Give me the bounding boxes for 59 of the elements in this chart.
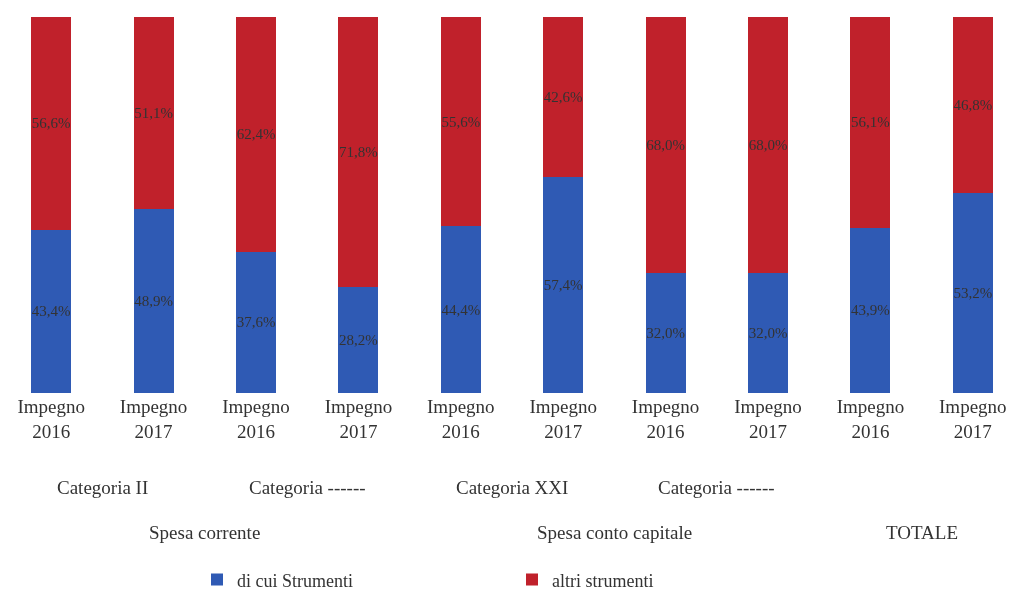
bar xyxy=(440,226,481,393)
text: Spesa corrente xyxy=(149,522,261,543)
data-label: 53,2% xyxy=(953,284,993,301)
bar xyxy=(543,177,584,393)
data-label: 71,8% xyxy=(339,143,378,160)
bar xyxy=(338,286,379,393)
x-tick-label: Impegno 2017 xyxy=(119,396,188,442)
bar xyxy=(31,229,72,393)
bar xyxy=(952,17,993,193)
data-label: 68,0% xyxy=(748,136,788,153)
bar xyxy=(440,17,481,227)
data-label: 44,4% xyxy=(441,301,481,318)
text: Categoria ------ xyxy=(249,477,366,498)
text: TOTALE xyxy=(886,522,959,543)
bar xyxy=(645,17,686,273)
data-label: 32,0% xyxy=(748,324,788,341)
x-tick-label: Impegno 2016 xyxy=(631,396,700,442)
data-label: 48,9% xyxy=(134,293,173,310)
bar xyxy=(748,272,788,393)
x-tick-label: Impegno 2016 xyxy=(17,396,85,442)
bar xyxy=(850,17,891,228)
bar xyxy=(645,272,686,393)
text: Categoria ------ xyxy=(658,477,775,498)
data-label: 51,1% xyxy=(134,105,173,122)
data-label: 56,1% xyxy=(851,114,890,131)
x-tick-label: Impegno 2016 xyxy=(427,396,495,442)
bar xyxy=(748,17,788,273)
x-tick-label: Impegno 2017 xyxy=(529,396,597,442)
text: Categoria XXI xyxy=(456,477,569,498)
data-label: 37,6% xyxy=(236,314,276,331)
bar xyxy=(952,192,993,393)
data-label: 46,8% xyxy=(953,96,993,113)
bar xyxy=(236,17,276,252)
x-tick-label: Impegno 2017 xyxy=(939,396,1007,442)
bar xyxy=(133,17,174,210)
x-tick-label: Impegno 2017 xyxy=(324,396,393,442)
bar xyxy=(236,251,276,393)
bar xyxy=(543,17,584,178)
text: Categoria II xyxy=(57,477,149,498)
data-label: 68,0% xyxy=(646,136,685,153)
bar xyxy=(338,17,379,287)
bar xyxy=(133,209,174,393)
data-label: 43,9% xyxy=(851,302,890,319)
data-label: 56,6% xyxy=(31,115,71,132)
data-label: 57,4% xyxy=(543,277,583,294)
x-tick-label: Impegno 2017 xyxy=(734,396,802,442)
data-label: 55,6% xyxy=(441,113,481,130)
data-label: 28,2% xyxy=(339,331,378,348)
data-label: 32,0% xyxy=(646,324,685,341)
bar xyxy=(31,17,72,230)
data-label: 62,4% xyxy=(236,126,276,143)
legend-label: di cui Strumenti xyxy=(237,570,353,591)
legend-label: altri strumenti xyxy=(552,570,654,591)
x-tick-label: Impegno 2016 xyxy=(836,396,905,442)
data-label: 43,4% xyxy=(31,303,71,320)
bar xyxy=(850,227,891,393)
data-label: 42,6% xyxy=(543,89,583,106)
x-tick-label: Impegno 2016 xyxy=(222,396,290,442)
text: Spesa conto capitale xyxy=(537,522,693,543)
